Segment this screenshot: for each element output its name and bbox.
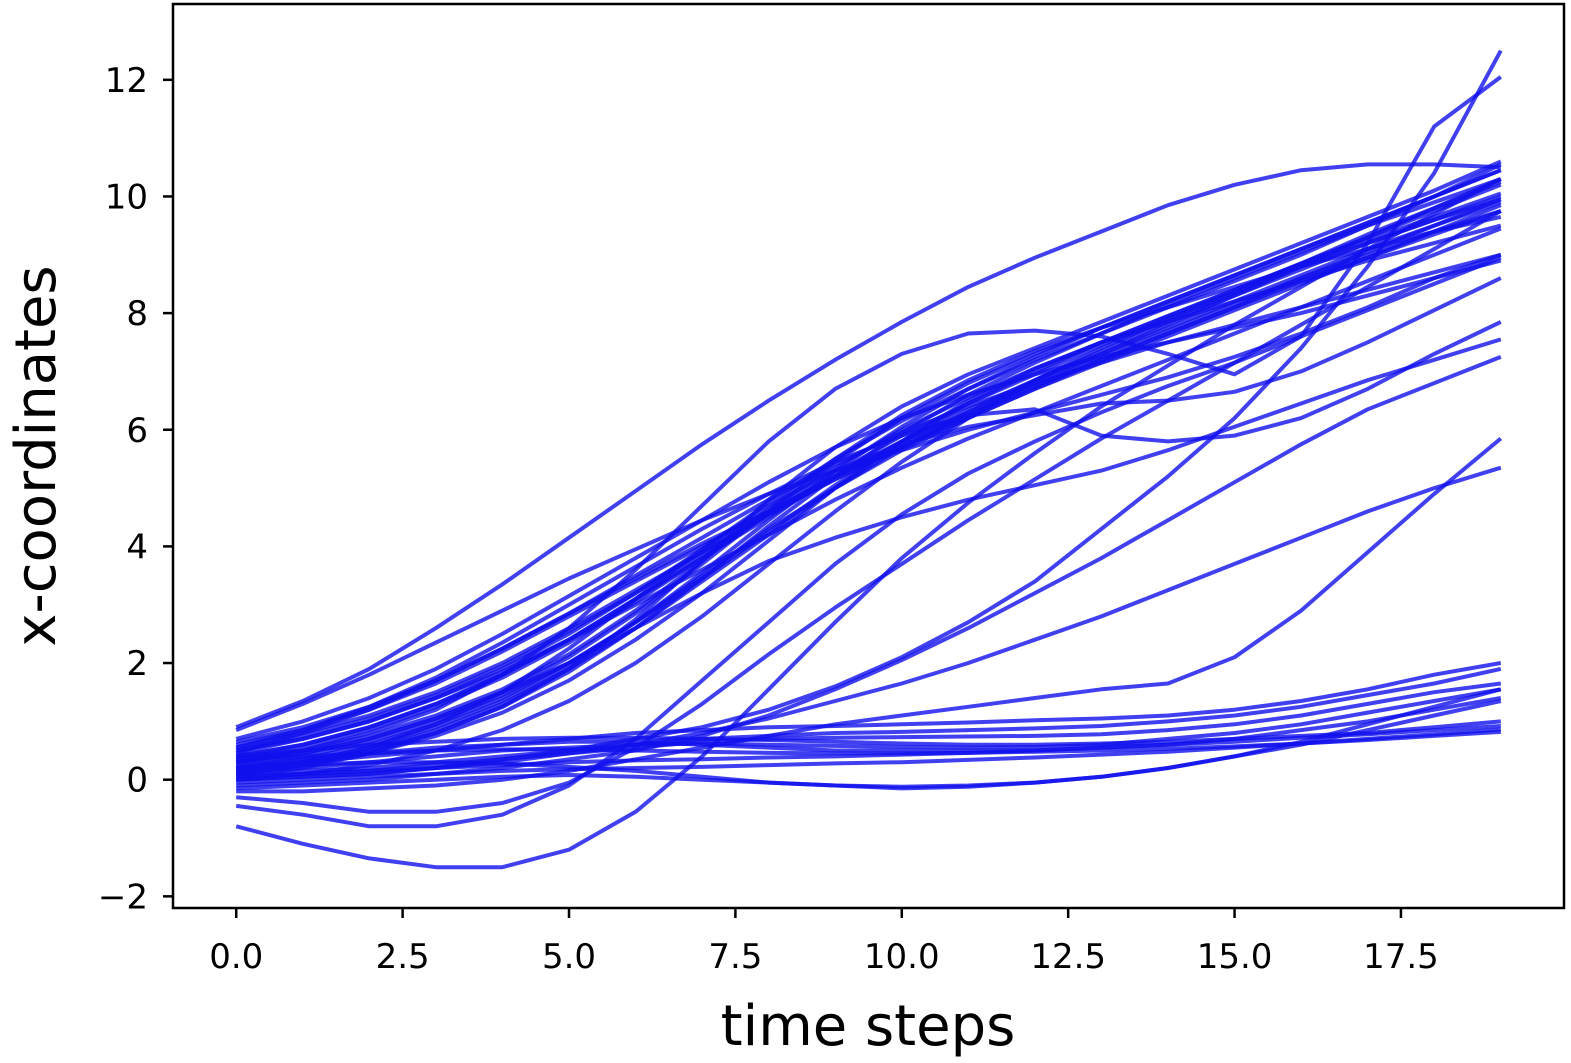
series-line	[236, 159, 1502, 770]
y-tick-label: 8	[126, 294, 148, 334]
series-line	[236, 687, 1502, 773]
x-tick-label: 15.0	[1197, 937, 1273, 977]
series-line	[235, 258, 1502, 741]
x-tick-label: 12.5	[1030, 937, 1106, 977]
x-axis-ticks: 0.0 2.5 5.0 7.5 10.0 12.5 15.0 17.5	[209, 908, 1439, 977]
series-line	[235, 214, 1502, 762]
y-tick-label: −2	[98, 877, 148, 917]
y-axis-ticks: −2 0 2 4 6 8 10 12	[98, 61, 173, 917]
plot-frame	[171, 2, 1566, 910]
x-axis-label: time steps	[721, 994, 1016, 1059]
y-axis-label: x-coordinates	[4, 265, 69, 646]
series-line	[235, 255, 1502, 829]
y-tick-label: 10	[105, 177, 148, 217]
series-line	[236, 209, 1502, 814]
series-line	[235, 320, 1502, 750]
series-line	[236, 724, 1501, 779]
series-line	[236, 699, 1502, 789]
series-line	[236, 436, 1503, 794]
series-line	[235, 337, 1502, 765]
series-line	[235, 194, 1502, 776]
series-line	[235, 276, 1502, 773]
y-tick-label: 2	[126, 644, 148, 684]
series-lines	[235, 49, 1503, 870]
x-tick-label: 10.0	[864, 937, 940, 977]
series-line	[235, 177, 1502, 870]
y-tick-label: 6	[126, 411, 148, 451]
x-tick-label: 2.5	[376, 937, 430, 977]
series-line	[235, 209, 1502, 756]
y-tick-label: 0	[126, 761, 148, 801]
series-line	[235, 252, 1502, 732]
series-line	[235, 162, 1501, 730]
y-tick-label: 12	[105, 61, 148, 101]
y-tick-label: 4	[126, 527, 148, 567]
series-line	[236, 696, 1502, 768]
x-tick-label: 5.0	[542, 937, 596, 977]
x-tick-label: 7.5	[708, 937, 762, 977]
x-tick-label: 0.0	[209, 937, 263, 977]
x-tick-label: 17.5	[1363, 937, 1439, 977]
